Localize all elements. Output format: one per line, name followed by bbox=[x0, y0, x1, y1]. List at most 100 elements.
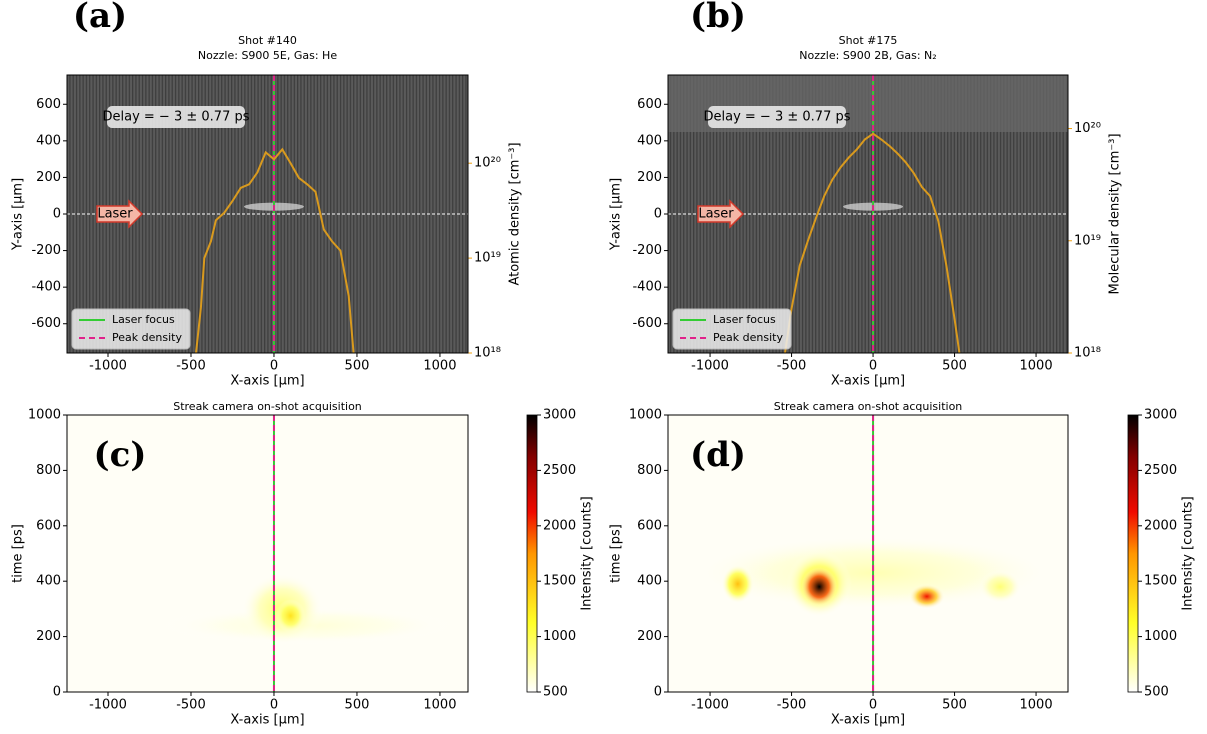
x-tick-label: 500 bbox=[942, 698, 967, 713]
colorbar-tick-label: 1000 bbox=[1144, 629, 1177, 644]
x-tick-label: 0 bbox=[270, 698, 278, 713]
x-tick-label: -1000 bbox=[691, 359, 729, 374]
x-tick-label: 500 bbox=[942, 359, 967, 374]
x-tick-label: -500 bbox=[777, 698, 807, 713]
y-axis-label: time [ps] bbox=[609, 524, 624, 583]
colorbar-tick-label: 1000 bbox=[543, 629, 576, 644]
y-axis-label: Y-axis [µm] bbox=[11, 178, 26, 251]
y-tick-label: 600 bbox=[36, 97, 61, 112]
x-tick-label: -1000 bbox=[89, 359, 127, 374]
y-tick-label: 200 bbox=[36, 629, 61, 644]
density-line bbox=[784, 132, 961, 353]
colorbar-tick-label: 3000 bbox=[543, 408, 576, 423]
x-tick-label: 500 bbox=[345, 359, 370, 374]
chart-subtitle: Nozzle: S900 2B, Gas: N₂ bbox=[799, 49, 936, 62]
x-axis-label: X-axis [µm] bbox=[230, 713, 304, 728]
x-tick-label: -1000 bbox=[89, 698, 127, 713]
y-tick-label: 400 bbox=[637, 133, 662, 148]
x-tick-label: 1000 bbox=[423, 698, 456, 713]
x-tick-label: -500 bbox=[176, 698, 206, 713]
y-tick-label: -400 bbox=[31, 280, 61, 295]
y-tick-label: 0 bbox=[654, 685, 662, 700]
y2-tick-label: 10¹⁹ bbox=[1074, 233, 1101, 248]
x-tick-label: 1000 bbox=[423, 359, 456, 374]
y-tick-label: 600 bbox=[637, 97, 662, 112]
legend-label: Laser focus bbox=[713, 313, 776, 326]
x-tick-label: 0 bbox=[869, 359, 877, 374]
density-line bbox=[195, 147, 355, 353]
colorbar-label: Intensity [counts] bbox=[580, 496, 595, 610]
x-tick-label: 0 bbox=[270, 359, 278, 374]
colorbar-tick-label: 2500 bbox=[543, 463, 576, 478]
y2-tick-label: 10²⁰ bbox=[474, 156, 501, 171]
chart-title: Shot #175 bbox=[839, 34, 898, 47]
y2-tick-label: 10¹⁹ bbox=[474, 251, 501, 266]
y2-tick-label: 10¹⁸ bbox=[474, 346, 501, 361]
y2-axis-label: Molecular density [cm⁻³] bbox=[1108, 133, 1123, 294]
y-tick-label: 200 bbox=[36, 170, 61, 185]
colorbar-tick-label: 3000 bbox=[1144, 408, 1177, 423]
panel-label: (a) bbox=[73, 0, 127, 36]
y2-tick-label: 10²⁰ bbox=[1074, 121, 1101, 136]
heat-spot bbox=[979, 570, 1022, 604]
legend-label: Peak density bbox=[713, 331, 783, 344]
colorbar-tick-label: 500 bbox=[1144, 685, 1169, 700]
y-tick-label: -200 bbox=[632, 243, 662, 258]
y-tick-label: -200 bbox=[31, 243, 61, 258]
x-tick-label: -500 bbox=[777, 359, 807, 374]
axes-frame bbox=[667, 414, 1069, 693]
y-tick-label: 400 bbox=[36, 574, 61, 589]
colorbar bbox=[1127, 414, 1139, 693]
y2-axis-label: Atomic density [cm⁻³] bbox=[508, 142, 523, 285]
y2-tick-label: 10¹⁸ bbox=[1074, 346, 1101, 361]
axes-frame bbox=[66, 414, 469, 693]
y-tick-label: 0 bbox=[53, 207, 61, 222]
x-tick-label: -1000 bbox=[691, 698, 729, 713]
y-tick-label: 0 bbox=[654, 207, 662, 222]
x-axis-label: X-axis [µm] bbox=[831, 374, 905, 389]
y-tick-label: 600 bbox=[637, 518, 662, 533]
y-tick-label: 800 bbox=[637, 463, 662, 478]
chart-title: Shot #140 bbox=[238, 34, 297, 47]
colorbar-tick-label: 1500 bbox=[1144, 574, 1177, 589]
y-tick-label: 400 bbox=[637, 574, 662, 589]
heatmap-background bbox=[67, 415, 468, 692]
x-tick-label: 1000 bbox=[1020, 698, 1053, 713]
chart-title: Streak camera on-shot acquisition bbox=[173, 400, 362, 413]
laser-arrow bbox=[697, 199, 745, 229]
panel: 500 1000 1500 2000 2500 3000 Intensity [counts… bbox=[609, 400, 1196, 728]
heat-spot bbox=[721, 564, 755, 604]
heat-spot bbox=[275, 599, 306, 633]
y-tick-label: 1000 bbox=[629, 408, 662, 423]
panel-label: (c) bbox=[94, 435, 147, 475]
colorbar-label: Intensity [counts] bbox=[1181, 496, 1196, 610]
heat-spot bbox=[908, 583, 945, 609]
colorbar-tick-label: 2000 bbox=[1144, 518, 1177, 533]
panel-label: (d) bbox=[690, 435, 746, 475]
laser-label: Laser bbox=[97, 207, 133, 222]
y-tick-label: -600 bbox=[31, 316, 61, 331]
laser-arrow bbox=[96, 199, 144, 229]
colorbar-tick-label: 2500 bbox=[1144, 463, 1177, 478]
legend-label: Laser focus bbox=[112, 313, 175, 326]
y-tick-label: 200 bbox=[637, 170, 662, 185]
y-tick-label: 0 bbox=[53, 685, 61, 700]
panel: 10¹⁸ 10¹⁹ 10²⁰ Molecular density [cm⁻³] Dela… bbox=[609, 0, 1123, 389]
x-axis-label: X-axis [µm] bbox=[831, 713, 905, 728]
y-tick-label: -400 bbox=[632, 280, 662, 295]
panel-label: (b) bbox=[690, 0, 746, 36]
plot-area bbox=[668, 415, 1068, 692]
colorbar-tick-label: 2000 bbox=[543, 518, 576, 533]
x-tick-label: 500 bbox=[345, 698, 370, 713]
annotation: Delay = − 3 ± 0.77 ps bbox=[704, 110, 851, 125]
x-tick-label: 0 bbox=[869, 698, 877, 713]
annotation: Delay = − 3 ± 0.77 ps bbox=[103, 110, 250, 125]
heat-spot bbox=[801, 567, 838, 607]
legend-label: Peak density bbox=[112, 331, 182, 344]
colorbar-tick-label: 500 bbox=[543, 685, 568, 700]
x-axis-label: X-axis [µm] bbox=[230, 374, 304, 389]
chart-title: Streak camera on-shot acquisition bbox=[774, 400, 963, 413]
colorbar-tick-label: 1500 bbox=[543, 574, 576, 589]
y-axis-label: time [ps] bbox=[11, 524, 26, 583]
